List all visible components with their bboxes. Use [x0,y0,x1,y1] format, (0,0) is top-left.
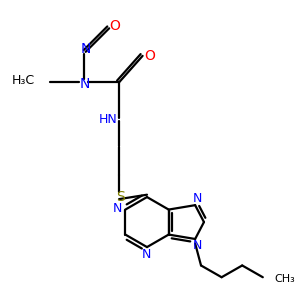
Text: H₃C: H₃C [12,74,35,87]
Text: S: S [116,190,125,204]
Text: O: O [145,49,155,63]
Text: N: N [193,239,202,252]
Text: N: N [81,41,91,56]
Text: O: O [109,20,120,33]
Text: HN: HN [98,112,117,126]
Text: CH₃: CH₃ [274,274,295,284]
Text: N: N [80,77,90,91]
Text: N: N [142,248,151,261]
Text: N: N [112,202,122,214]
Text: N: N [193,192,202,205]
